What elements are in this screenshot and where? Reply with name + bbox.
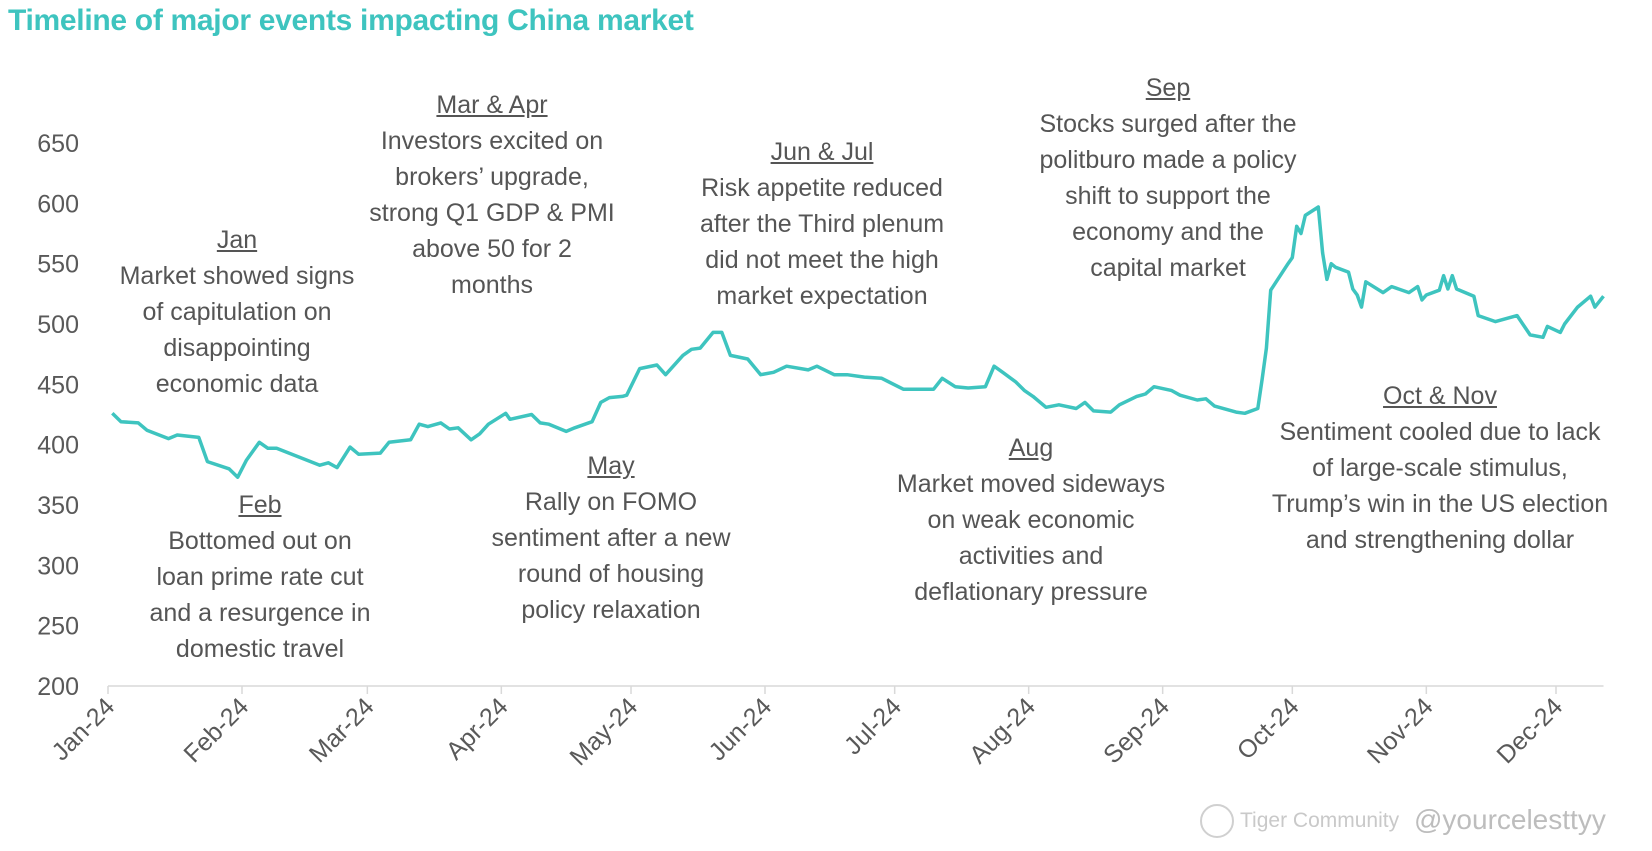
annotation-line: of large-scale stimulus, — [1312, 454, 1568, 482]
annotation-line: domestic travel — [175, 635, 345, 663]
y-tick-label: 650 — [37, 130, 79, 158]
annotation-heading: May — [587, 452, 635, 480]
annotation-aug: Aug Market moved sideways on weak economic… — [897, 430, 1165, 610]
x-tick-label: Apr-24 — [441, 692, 514, 765]
annotation-line: policy relaxation — [521, 596, 701, 624]
annotation-line: Bottomed out on — [168, 527, 352, 555]
annotation-heading: Oct & Nov — [1383, 382, 1497, 410]
series-line — [111, 205, 1605, 479]
x-tick-label: Mar-24 — [304, 692, 380, 768]
x-tick-label: Sep-24 — [1098, 692, 1175, 769]
x-tick-label: May-24 — [564, 692, 643, 771]
annotation-line: Investors excited on — [380, 127, 604, 155]
annotation-heading: Aug — [1008, 434, 1054, 462]
y-tick-label: 550 — [37, 251, 79, 279]
annotation-line: politburo made a policy — [1039, 146, 1297, 174]
annotation-line: Trump’s win in the US election — [1271, 490, 1609, 518]
annotation-line: Risk appetite reduced — [701, 174, 943, 202]
annotation-heading: Jan — [216, 226, 258, 254]
y-tick-label: 500 — [37, 311, 79, 339]
y-tick-label: 350 — [37, 492, 79, 520]
x-tick-label: Aug-24 — [964, 692, 1041, 769]
annotation-line: disappointing — [163, 334, 311, 362]
annotation-line: Sentiment cooled due to lack — [1279, 418, 1601, 446]
annotation-heading: Mar & Apr — [436, 91, 548, 119]
annotation-may: May Rally on FOMO sentiment after a new rou… — [491, 448, 730, 628]
annotation-line: Market moved sideways — [896, 470, 1166, 498]
annotation-line: shift to support the — [1065, 182, 1271, 210]
x-tick-label: Nov-24 — [1362, 692, 1439, 769]
annotation-feb: Feb Bottomed out on loan prime rate cut and… — [150, 487, 371, 667]
annotation-line: Rally on FOMO — [524, 488, 698, 516]
y-tick-label: 300 — [37, 552, 79, 580]
annotation-octnov: Oct & Nov Sentiment cooled due to lack of … — [1272, 378, 1608, 558]
annotation-line: months — [451, 271, 533, 299]
watermark-handle: @yourcelesttyy — [1414, 804, 1606, 835]
x-tick-label: Jul-24 — [839, 692, 907, 760]
annotation-line: deflationary pressure — [914, 578, 1148, 606]
x-tick-label: Dec-24 — [1491, 692, 1568, 769]
annotation-line: economy and the — [1072, 218, 1264, 246]
annotation-line: of capitulation on — [142, 298, 332, 326]
y-tick-label: 400 — [37, 432, 79, 460]
annotation-marapr: Mar & Apr Investors excited on brokers’ up… — [369, 87, 614, 303]
y-tick-label: 250 — [37, 613, 79, 641]
annotation-sep: Sep Stocks surged after the politburo made… — [1039, 70, 1296, 286]
annotation-line: market expectation — [716, 282, 928, 310]
annotation-heading: Feb — [238, 491, 282, 519]
watermark-brand: Tiger Community — [1240, 809, 1400, 832]
annotation-line: on weak economic — [927, 506, 1135, 534]
annotation-line: sentiment after a new — [491, 524, 731, 552]
x-tick-label: Feb-24 — [178, 692, 254, 768]
annotation-line: Stocks surged after the — [1039, 110, 1297, 138]
annotation-line: capital market — [1090, 254, 1246, 282]
annotation-line: did not meet the high — [705, 246, 939, 274]
annotation-line: economic data — [155, 370, 319, 398]
annotation-line: strong Q1 GDP & PMI — [369, 199, 615, 227]
x-tick-label: Jun-24 — [703, 692, 777, 766]
annotation-junjul: Jun & Jul Risk appetite reduced after the … — [700, 134, 944, 314]
watermark-logo-icon — [1200, 804, 1234, 838]
annotation-line: round of housing — [517, 560, 705, 588]
chart-title: Timeline of major events impacting China… — [8, 4, 694, 37]
y-tick-label: 200 — [37, 673, 79, 701]
annotation-line: activities and — [958, 542, 1104, 570]
annotation-line: and strengthening dollar — [1305, 526, 1575, 554]
annotation-heading: Jun & Jul — [770, 138, 874, 166]
annotation-line: and a resurgence in — [149, 599, 371, 627]
annotation-line: Market showed signs — [119, 262, 355, 290]
annotation-line: brokers’ upgrade, — [395, 163, 589, 191]
y-tick-label: 450 — [37, 371, 79, 399]
annotation-line: loan prime rate cut — [156, 563, 364, 591]
annotation-jan: Jan Market showed signs of capitulation on… — [120, 222, 355, 402]
annotation-heading: Sep — [1145, 74, 1191, 102]
y-tick-label: 600 — [37, 190, 79, 218]
x-tick-label: Jan-24 — [46, 692, 120, 766]
annotation-line: above 50 for 2 — [412, 235, 572, 263]
annotation-line: after the Third plenum — [699, 210, 945, 238]
x-tick-label: Oct-24 — [1232, 692, 1305, 765]
